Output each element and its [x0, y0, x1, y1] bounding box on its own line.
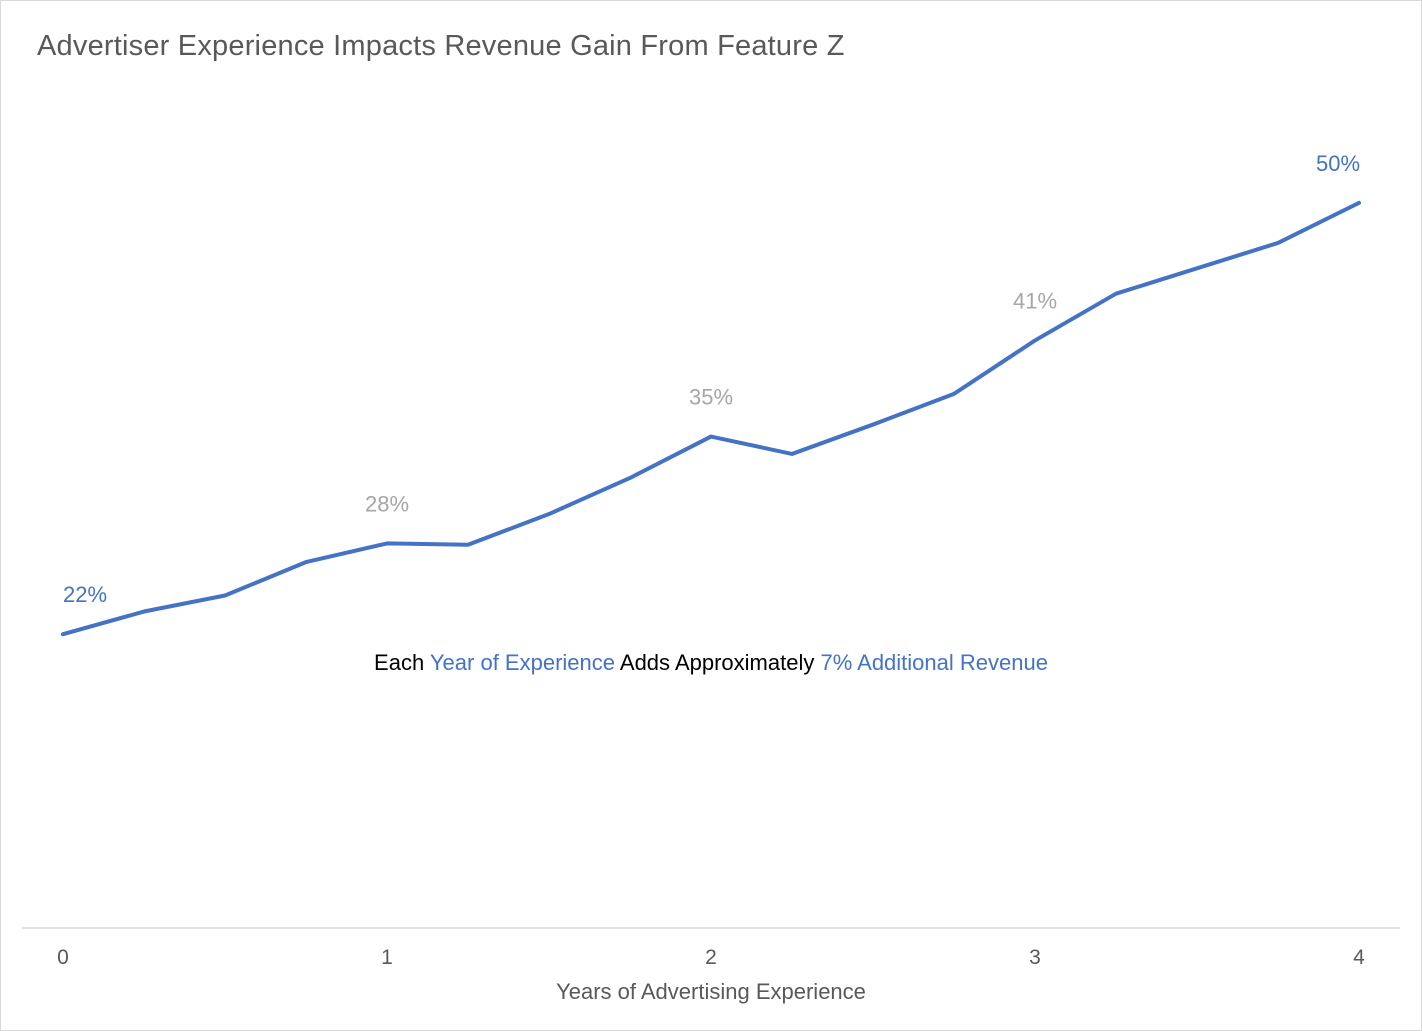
- series-line: [61, 200, 1361, 637]
- data-label: 28%: [365, 491, 409, 516]
- annotation-part-highlight: 7% Additional Revenue: [820, 650, 1048, 675]
- annotation-part-highlight: Year of Experience: [429, 650, 615, 675]
- chart-title: Advertiser Experience Impacts Revenue Ga…: [37, 30, 845, 62]
- data-label: 22%: [63, 582, 107, 607]
- x-axis-label: Years of Advertising Experience: [556, 979, 866, 1004]
- data-label: 50%: [1316, 151, 1360, 176]
- data-label: 41%: [1013, 288, 1057, 313]
- x-tick-label: 3: [1029, 946, 1041, 969]
- x-tick-label: 2: [705, 946, 717, 969]
- x-tick-label: 0: [57, 946, 69, 969]
- annotation-part: Each: [374, 650, 430, 675]
- chart-annotation: Each Year of Experience Adds Approximate…: [0, 650, 1422, 676]
- x-tick-label: 4: [1353, 946, 1365, 969]
- x-tick-label: 1: [381, 946, 393, 969]
- data-label: 35%: [689, 385, 733, 410]
- annotation-part: Adds Approximately: [615, 650, 821, 675]
